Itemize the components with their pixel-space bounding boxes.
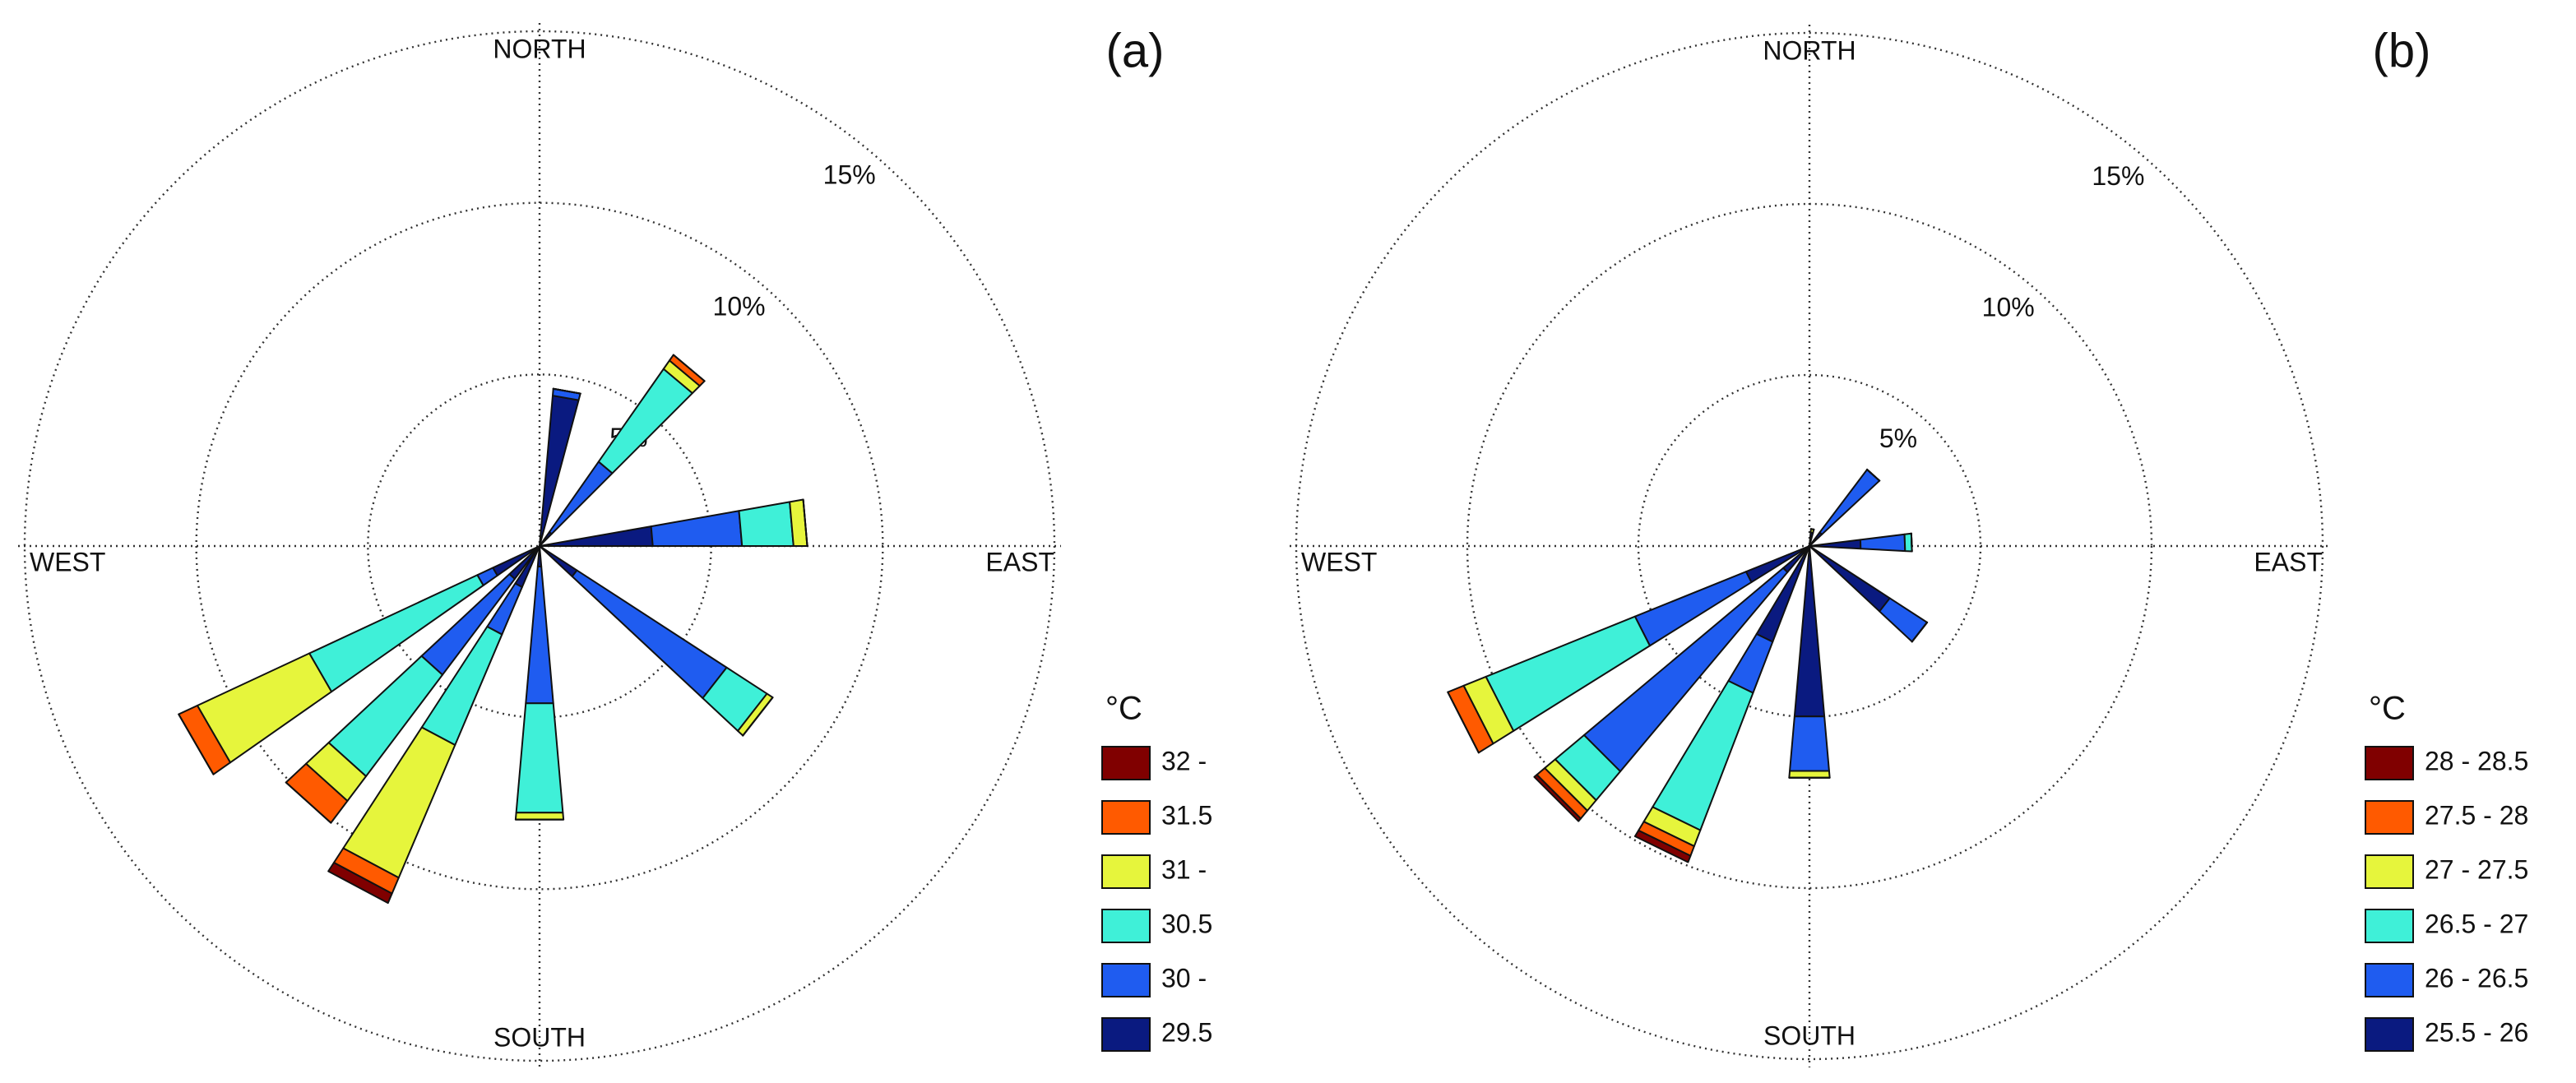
legend-label: 28 - 28.5 [2425,746,2528,775]
wedge-segment [285,781,332,824]
legend-swatch [1101,800,1151,835]
legend-label: 29.5 [1161,1017,1212,1047]
wedge-segment [1818,468,1881,535]
panel-label: (b) [2373,24,2431,77]
r-tick-label: 15% [2092,161,2144,191]
wedge-segment [1910,532,1913,553]
wedge-segment [650,510,744,547]
wedge-segment [525,565,554,705]
legend-swatch [1101,854,1151,889]
legend-swatch [2365,1017,2414,1052]
wedge-segment [1809,528,1815,530]
legend-label: 30 - [1161,963,1207,993]
wedge-segment [1911,621,1929,643]
legend-swatch [2365,963,2414,997]
legend-swatch [1101,746,1151,780]
wedge-segment [1533,774,1582,822]
wedge-segment [672,354,706,382]
r-tick-label: 15% [823,160,876,190]
legend-swatch [2365,800,2414,835]
wedge-segment [1866,468,1881,482]
compass-label: WEST [1301,547,1377,576]
compass-label: EAST [985,547,1054,576]
wedge-segment [742,697,774,737]
wedge-segment [515,702,564,814]
wedge-segment [1788,770,1831,779]
legend-label: 26.5 - 27 [2425,909,2528,938]
legend-swatch [2365,854,2414,889]
legend-swatch [2365,909,2414,943]
panel-label: (a) [1106,24,1165,77]
legend-label: 27.5 - 28 [2425,800,2528,830]
wedge-segment [1809,545,1891,613]
legend-label: 30.5 [1161,909,1212,938]
wedge-segment [1633,829,1692,863]
legend-title: °C [2369,691,2406,727]
wedge-segment [738,501,795,547]
grid-ring [23,30,1056,1062]
legend-label: 26 - 26.5 [2425,963,2528,993]
wedge-segment [178,713,215,775]
compass-label: EAST [2254,547,2323,576]
compass-label: NORTH [493,34,586,63]
wedge-segment [539,545,578,578]
legend-swatch [2365,746,2414,780]
compass-label: NORTH [1763,35,1856,65]
wedge-segment [1879,597,1929,643]
grid-ring [1466,202,2153,890]
compass-label: WEST [30,547,105,576]
legend-swatch [1101,963,1151,997]
wedge-segment [802,498,808,547]
wedge-segment [514,812,565,821]
compass-label: SOUTH [1763,1021,1856,1050]
legend-title: °C [1105,691,1142,727]
grid-ring [1295,31,2324,1061]
r-tick-label: 10% [1982,292,2035,322]
r-tick-label: 10% [713,291,766,321]
legend-swatch [1101,909,1151,943]
wedge-segment [1447,691,1480,754]
wedge-segment [327,862,393,905]
wedge-segment [1789,715,1830,772]
legend-label: 32 - [1161,746,1207,775]
wedge-segment [1809,539,1862,550]
r-tick-label: 5% [1879,423,1917,453]
wedge-segment [1859,533,1907,553]
legend-label: 25.5 - 26 [2425,1017,2528,1047]
grid-ring [1637,373,1982,719]
wedge-segment [552,387,581,395]
legend-swatch [1101,1017,1151,1052]
legend-label: 31.5 [1161,800,1212,830]
wedge-segment [597,368,693,474]
grid-ring [195,201,884,891]
compass-label: SOUTH [493,1022,586,1052]
legend-label: 27 - 27.5 [2425,854,2528,884]
legend-label: 31 - [1161,854,1207,884]
